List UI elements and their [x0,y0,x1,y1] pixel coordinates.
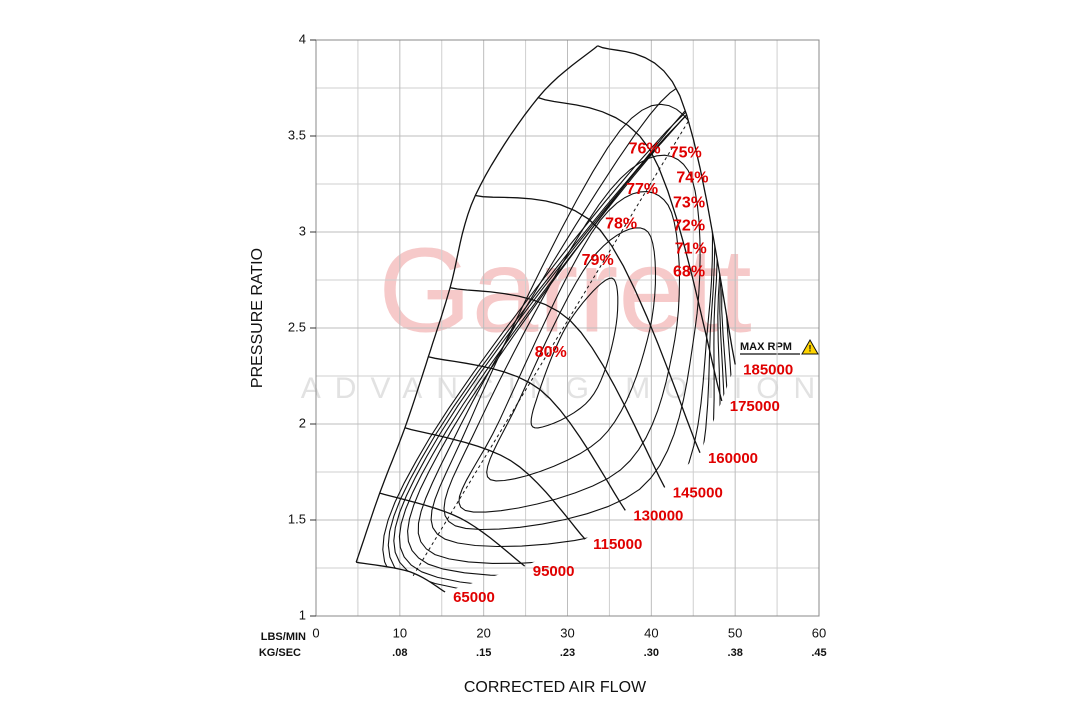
speed-label: 115000 [593,536,642,553]
speed-label: 130000 [633,507,683,524]
watermark-brand: Garrett [378,224,751,358]
speed-line [597,45,736,365]
efficiency-label: 68% [673,264,705,281]
peak-efficiency-line [412,118,691,576]
x-tick-label: 50 [728,625,742,640]
y-tick-label: 3 [299,223,306,238]
speed-line [449,287,666,488]
surge-line [355,45,599,563]
efficiency-label: 75% [670,144,702,161]
y-tick-label: 2 [299,415,306,430]
speed-label: 175000 [730,398,780,415]
speed-line [428,356,626,511]
efficiency-label: 77% [626,181,658,198]
x-tick-label: 30 [560,625,574,640]
speed-label: 160000 [708,450,758,467]
efficiency-label: 76% [629,141,661,158]
x2-tick-label: .45 [811,647,826,659]
x-tick-label: 60 [812,625,826,640]
watermark: Garrett ADVANCING MOTION [301,224,829,405]
x2-tick-label: .23 [560,647,575,659]
efficiency-contour [443,154,701,531]
y-tick-label: 3.5 [288,127,306,142]
speed-label: 95000 [533,563,575,580]
speed-label: 145000 [673,484,723,501]
speed-line [379,492,526,567]
y-tick-label: 1 [299,607,306,622]
watermark-tagline: ADVANCING MOTION [301,372,829,405]
x2-tick-label: .38 [728,647,743,659]
speed-label: 65000 [453,589,495,606]
x2-tick-label: .15 [476,647,491,659]
efficiency-label: 71% [675,240,707,257]
max-rpm-note: MAX RPM ! [740,338,819,355]
speed-line [475,194,701,454]
y-tick-label: 2.5 [288,319,306,334]
x-tick-label: 10 [393,625,407,640]
speed-line [356,561,446,593]
efficiency-label: 79% [582,252,614,269]
x2-tick-label: .08 [392,647,407,659]
speed-line [404,427,586,540]
warning-icon [801,338,819,355]
x-unit-label: LBS/MIN [261,631,306,643]
y-tick-label: 4 [299,31,306,46]
x-tick-label: 20 [476,625,490,640]
max-rpm-label: MAX RPM [740,341,792,353]
y-axis-title: PRESSURE RATIO [249,248,266,388]
efficiency-label: 78% [605,216,637,233]
x2-unit-label: KG/SEC [259,647,301,659]
y-tick-label: 1.5 [288,511,306,526]
efficiency-label: 80% [535,344,567,361]
efficiency-label: 74% [676,169,708,186]
warning-icon-mark: ! [809,343,812,353]
x-axis-title: CORRECTED AIR FLOW [464,679,647,696]
x2-tick-label: .30 [644,647,659,659]
efficiency-label: 72% [673,217,705,234]
speed-line [537,96,723,402]
x-tick-label: 40 [644,625,658,640]
x-tick-label: 0 [312,625,319,640]
efficiency-label: 73% [673,194,705,211]
speed-label: 185000 [743,361,793,378]
efficiency-contour [458,191,681,513]
